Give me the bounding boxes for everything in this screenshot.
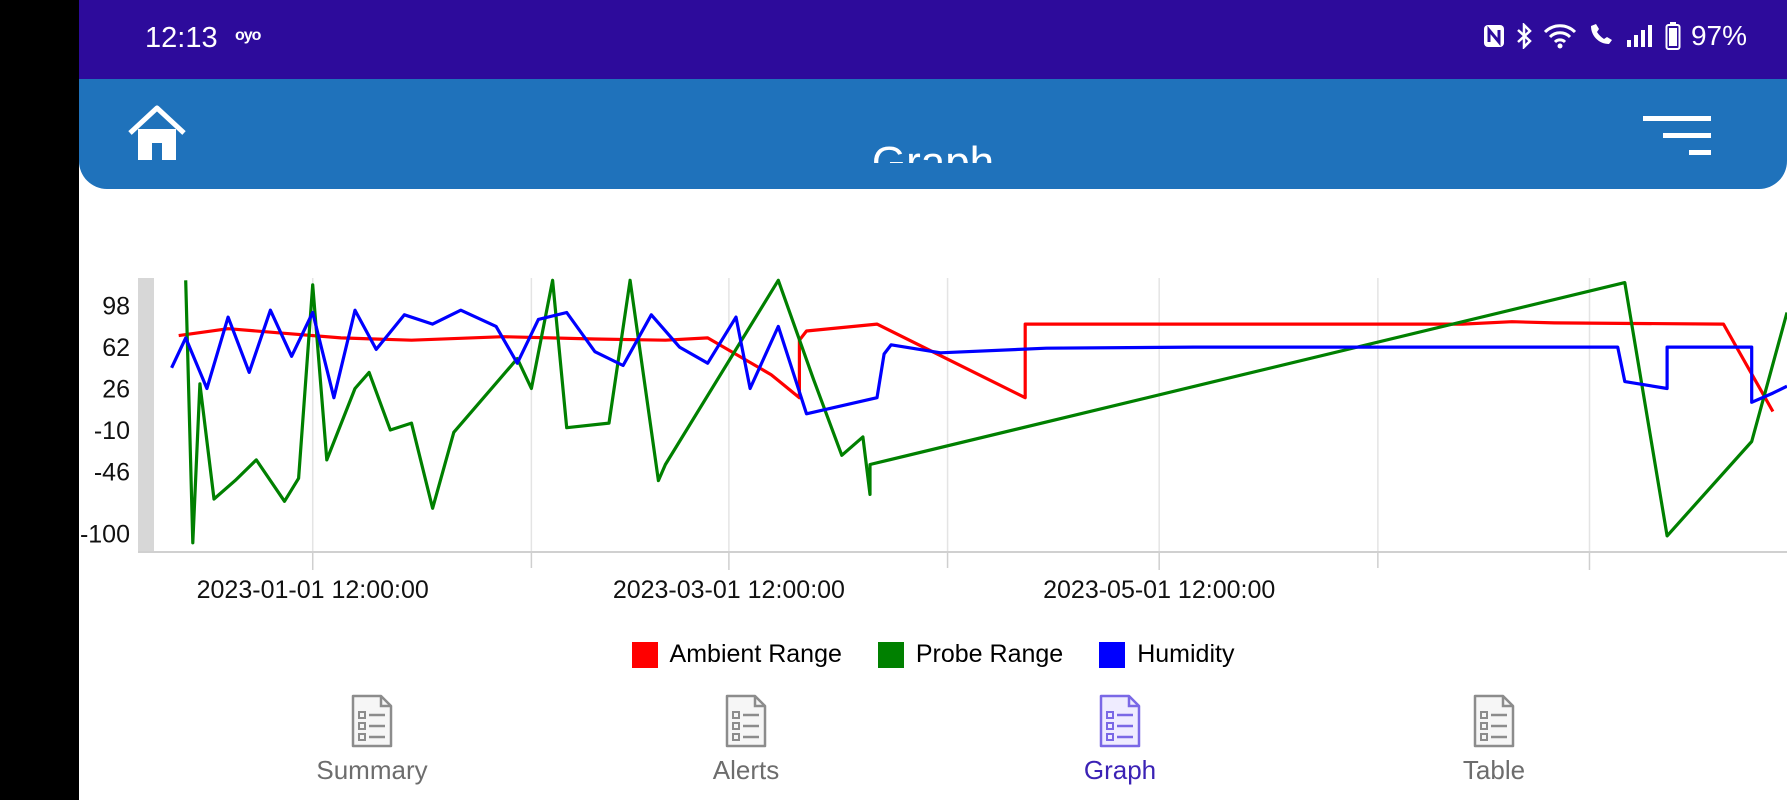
- y-tick-label: 98: [102, 293, 130, 321]
- legend-label: Probe Range: [915, 640, 1064, 668]
- line-chart: 2023-01-01 12:00:00 2023-03-01 12:00:00 20…: [80, 278, 1787, 604]
- tab-table[interactable]: Table: [1394, 690, 1594, 786]
- tab-label: Graph: [1083, 755, 1157, 785]
- tab-alerts[interactable]: Alerts: [646, 690, 846, 786]
- wifi-icon: [1543, 24, 1577, 49]
- zoom-scroll-strip: [138, 278, 154, 552]
- battery-percent: 97%: [1690, 20, 1747, 51]
- menu-button[interactable]: [1643, 116, 1711, 161]
- tab-graph[interactable]: Graph: [1020, 690, 1220, 786]
- app-header: Graph: [79, 79, 1787, 189]
- legend-swatch: [631, 641, 658, 668]
- tab-label: Table: [1462, 755, 1526, 785]
- signal-icon: [1626, 25, 1652, 47]
- chart-legend: Ambient Range Probe Range Humidity: [79, 640, 1787, 669]
- tab-summary[interactable]: Summary: [272, 690, 472, 786]
- home-icon: [128, 105, 186, 160]
- y-tick-label: 62: [102, 334, 130, 362]
- y-tick-label: -10: [94, 417, 130, 445]
- battery-icon: [1665, 22, 1681, 50]
- status-icons: 97%: [1483, 20, 1747, 52]
- legend-item-humidity[interactable]: Humidity: [1099, 640, 1234, 669]
- y-tick-label: 26: [102, 376, 130, 404]
- legend-swatch: [877, 641, 904, 668]
- x-tick-label: 2023-05-01 12:00:00: [1043, 576, 1275, 604]
- status-time: 12:13: [145, 22, 218, 54]
- legend-label: Ambient Range: [669, 640, 842, 668]
- carrier-label: oyo: [235, 27, 261, 44]
- nfc-icon: [1483, 25, 1504, 47]
- series-line-humidity: [170, 308, 1787, 416]
- bottom-tab-bar: Summary Alerts Graph Table: [79, 690, 1787, 800]
- document-list-icon: [1099, 694, 1141, 748]
- y-tick-label: -46: [94, 458, 130, 486]
- series-line-probe-range: [184, 278, 1787, 545]
- filter-menu-icon: [1643, 116, 1711, 155]
- legend-item-ambient-range[interactable]: Ambient Range: [631, 640, 842, 669]
- status-bar: 12:13 oyo 97%: [79, 0, 1787, 79]
- tab-label: Alerts: [712, 755, 780, 785]
- bluetooth-icon: [1517, 23, 1532, 49]
- x-tick-label: 2023-03-01 12:00:00: [613, 576, 845, 604]
- legend-label: Humidity: [1137, 640, 1235, 668]
- series-line-ambient-range: [178, 320, 1775, 413]
- home-button[interactable]: [124, 103, 190, 170]
- x-tick-label: 2023-01-01 12:00:00: [197, 576, 429, 604]
- app-screen: 12:13 oyo 97% Graph: [79, 0, 1787, 800]
- legend-swatch: [1099, 641, 1126, 668]
- wifi-call-icon: [1590, 24, 1612, 44]
- y-tick-label: -100: [80, 521, 130, 549]
- tab-label: Summary: [316, 755, 428, 785]
- document-list-icon: [1473, 694, 1515, 748]
- document-list-icon: [725, 694, 767, 748]
- document-list-icon: [351, 694, 393, 748]
- legend-item-probe-range[interactable]: Probe Range: [877, 640, 1064, 669]
- page-title: Graph: [871, 138, 995, 163]
